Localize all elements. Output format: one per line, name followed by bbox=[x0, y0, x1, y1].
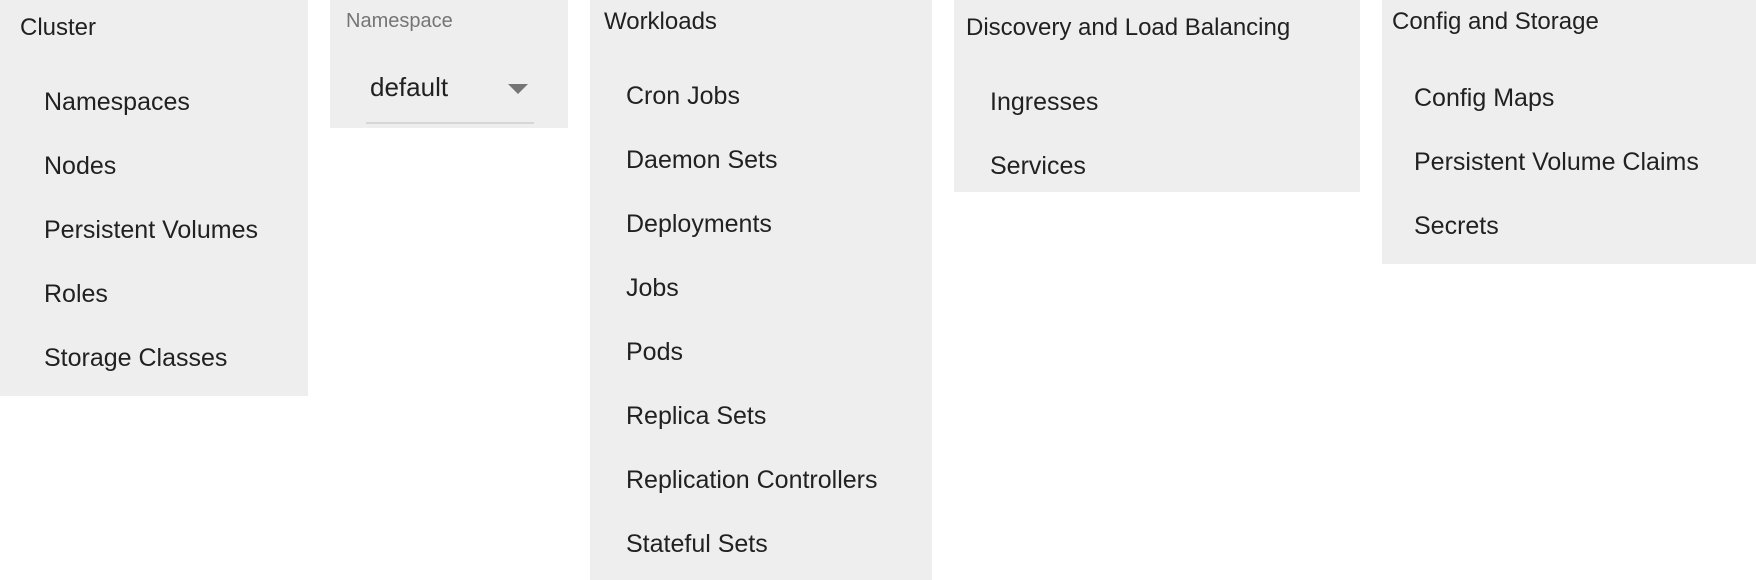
nav-item-namespaces[interactable]: Namespaces bbox=[44, 88, 190, 116]
discovery-panel: Discovery and Load Balancing Ingresses S… bbox=[954, 0, 1360, 192]
nav-item-replication-controllers[interactable]: Replication Controllers bbox=[626, 466, 878, 494]
nav-item-replica-sets[interactable]: Replica Sets bbox=[626, 402, 767, 430]
nav-item-nodes[interactable]: Nodes bbox=[44, 152, 117, 180]
discovery-title: Discovery and Load Balancing bbox=[966, 14, 1291, 41]
namespace-label: Namespace bbox=[346, 10, 453, 32]
nav-item-jobs[interactable]: Jobs bbox=[626, 274, 679, 302]
nav-item-config-maps[interactable]: Config Maps bbox=[1414, 84, 1555, 112]
config-title: Config and Storage bbox=[1392, 8, 1599, 35]
chevron-down-icon[interactable] bbox=[508, 84, 528, 94]
namespace-panel: Namespace default bbox=[330, 0, 568, 128]
workloads-title: Workloads bbox=[604, 8, 717, 35]
nav-item-pods[interactable]: Pods bbox=[626, 338, 683, 366]
cluster-title: Cluster bbox=[20, 14, 97, 41]
nav-item-roles[interactable]: Roles bbox=[44, 280, 108, 308]
nav-item-persistent-volumes[interactable]: Persistent Volumes bbox=[44, 216, 258, 244]
nav-item-daemon-sets[interactable]: Daemon Sets bbox=[626, 146, 778, 174]
nav-item-services[interactable]: Services bbox=[990, 152, 1086, 180]
namespace-select[interactable]: default bbox=[366, 58, 534, 124]
config-panel: Config and Storage Config Maps Persisten… bbox=[1382, 0, 1756, 264]
nav-item-ingresses[interactable]: Ingresses bbox=[990, 88, 1099, 116]
nav-item-persistent-volume-claims[interactable]: Persistent Volume Claims bbox=[1414, 148, 1699, 176]
nav-item-deployments[interactable]: Deployments bbox=[626, 210, 772, 238]
nav-item-secrets[interactable]: Secrets bbox=[1414, 212, 1499, 240]
namespace-selected-value: default bbox=[370, 72, 449, 102]
nav-item-storage-classes[interactable]: Storage Classes bbox=[44, 344, 228, 372]
cluster-panel: Cluster Namespaces Nodes Persistent Volu… bbox=[0, 0, 308, 396]
nav-item-stateful-sets[interactable]: Stateful Sets bbox=[626, 530, 768, 558]
workloads-panel: Workloads Cron Jobs Daemon Sets Deployme… bbox=[590, 0, 932, 580]
nav-item-cron-jobs[interactable]: Cron Jobs bbox=[626, 82, 740, 110]
